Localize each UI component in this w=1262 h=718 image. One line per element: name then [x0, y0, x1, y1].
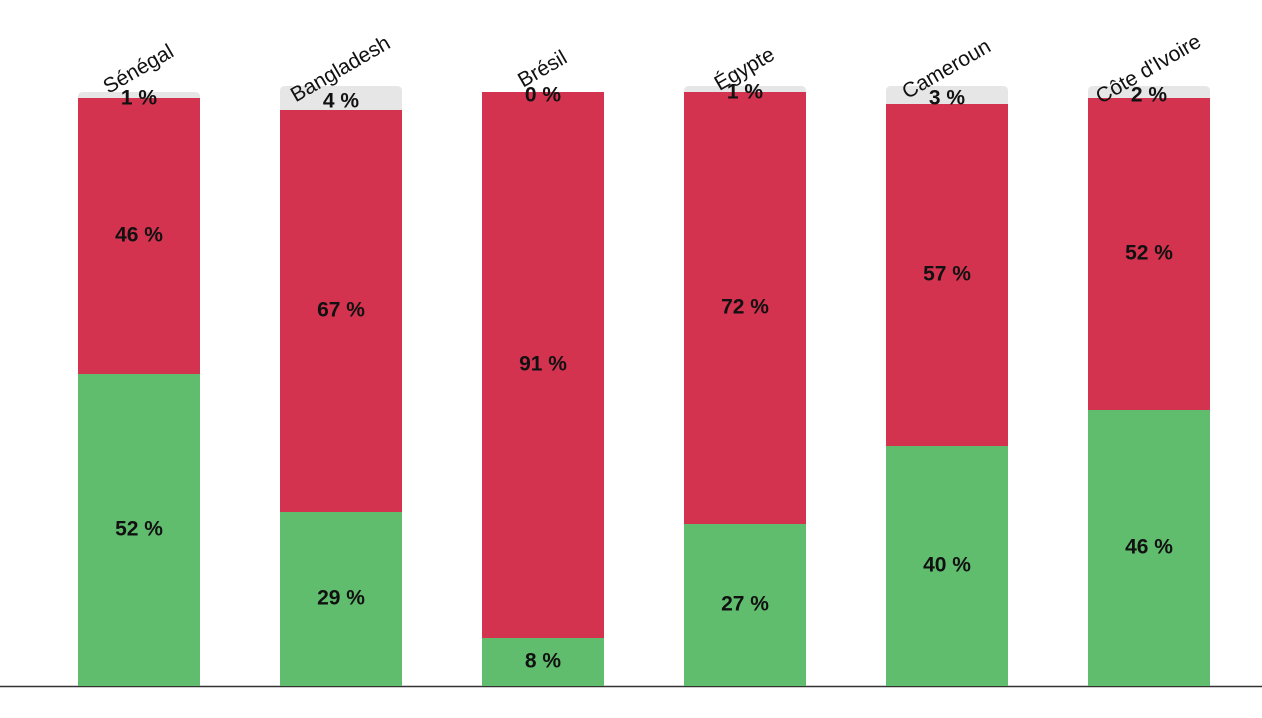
bar-segment — [886, 446, 1008, 686]
value-label: 40 % — [923, 554, 971, 577]
value-label: 52 % — [1125, 242, 1173, 265]
value-label: 67 % — [317, 299, 365, 322]
value-label: 1 % — [121, 87, 158, 110]
bar-segment — [684, 524, 806, 686]
value-label: 0 % — [525, 84, 562, 107]
bar-segment — [1088, 410, 1210, 686]
bar-segment — [280, 86, 402, 110]
bar-segment — [1088, 86, 1210, 98]
bar-segment — [886, 86, 1008, 104]
value-label: 4 % — [323, 90, 360, 113]
value-label: 46 % — [115, 224, 163, 247]
value-label: 1 % — [727, 81, 764, 104]
bar-segment — [482, 638, 604, 686]
value-label: 52 % — [115, 518, 163, 541]
bar-segment — [1088, 98, 1210, 410]
value-label: 2 % — [1131, 84, 1168, 107]
value-label: 72 % — [721, 296, 769, 319]
value-label: 57 % — [923, 263, 971, 286]
value-label: 29 % — [317, 587, 365, 610]
value-label: 8 % — [525, 650, 562, 673]
bar-segment — [886, 104, 1008, 446]
value-label: 91 % — [519, 353, 567, 376]
bar-segment — [684, 86, 806, 92]
bar-segment — [684, 92, 806, 524]
value-label: 3 % — [929, 87, 966, 110]
bar-segment — [280, 512, 402, 686]
bar-segment — [78, 374, 200, 686]
bar-segment — [78, 98, 200, 374]
value-label: 46 % — [1125, 536, 1173, 559]
bar-segment — [78, 92, 200, 98]
value-label: 27 % — [721, 593, 769, 616]
bar-segment — [482, 92, 604, 638]
bar-segment — [280, 110, 402, 512]
